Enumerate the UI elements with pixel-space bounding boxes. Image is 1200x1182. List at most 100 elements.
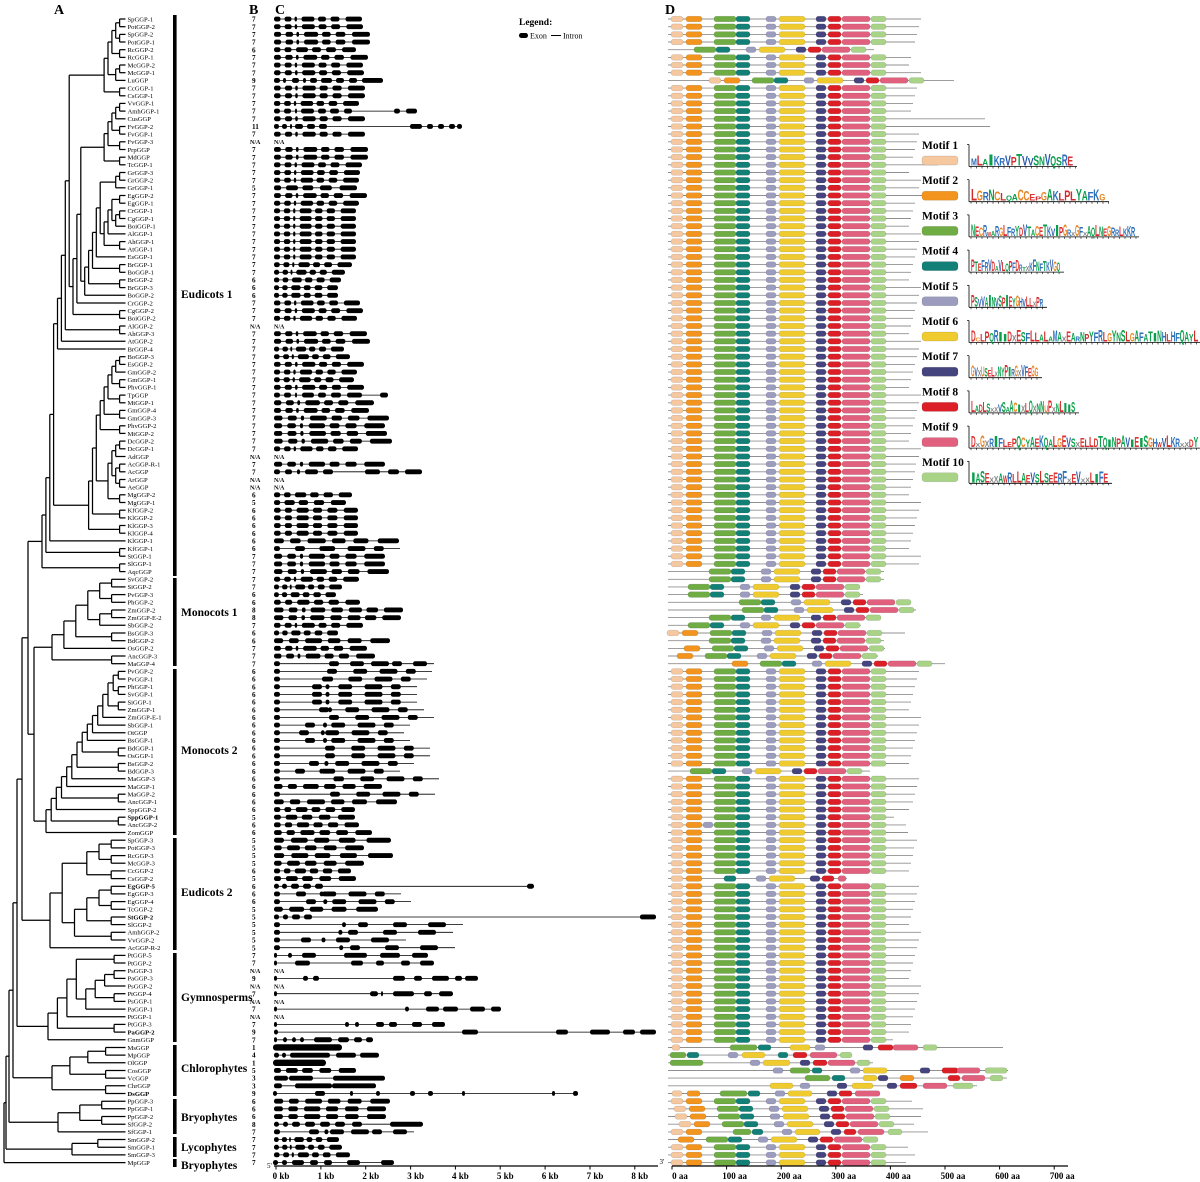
svg-text:T: T xyxy=(1027,224,1032,239)
svg-text:Monocots 1: Monocots 1 xyxy=(181,607,238,619)
svg-text:A: A xyxy=(1031,228,1035,239)
svg-text:SppGGP-1: SppGGP-1 xyxy=(128,815,159,822)
svg-text:6: 6 xyxy=(252,806,256,814)
svg-text:MaGGP-4: MaGGP-4 xyxy=(128,661,156,668)
svg-text:7: 7 xyxy=(252,315,256,323)
svg-text:K: K xyxy=(1053,189,1059,204)
svg-text:P: P xyxy=(1002,294,1006,309)
svg-text:RcGGP-2: RcGGP-2 xyxy=(128,47,154,54)
svg-text:N: N xyxy=(1099,224,1103,239)
svg-text:OsGGP-1: OsGGP-1 xyxy=(128,753,154,760)
svg-text:7: 7 xyxy=(252,369,256,377)
svg-text:Y: Y xyxy=(1015,224,1019,240)
svg-text:D: D xyxy=(992,259,996,275)
svg-text:F: F xyxy=(1040,262,1044,274)
svg-text:ZomGGP: ZomGGP xyxy=(128,830,154,837)
svg-text:1 kb: 1 kb xyxy=(318,1171,335,1181)
svg-text:2 kb: 2 kb xyxy=(362,1171,379,1181)
svg-text:AncGGP-3: AncGGP-3 xyxy=(128,653,158,660)
svg-text:E: E xyxy=(1067,154,1073,169)
svg-text:AqcGGP: AqcGGP xyxy=(128,569,153,576)
svg-text:S: S xyxy=(1056,157,1062,169)
svg-text:N/A: N/A xyxy=(250,969,261,975)
svg-text:A: A xyxy=(976,471,981,485)
svg-text:BrGGP-1: BrGGP-1 xyxy=(128,262,153,269)
svg-text:MaGGP-3: MaGGP-3 xyxy=(128,776,156,783)
svg-text:G: G xyxy=(1016,293,1020,310)
svg-text:L: L xyxy=(1119,224,1123,239)
svg-text:P: P xyxy=(1085,333,1090,345)
svg-text:PsGGP-3: PsGGP-3 xyxy=(128,968,154,975)
svg-text:N/A: N/A xyxy=(274,140,285,146)
svg-text:BrGGP-2: BrGGP-2 xyxy=(128,277,153,284)
svg-text:C: C xyxy=(1023,189,1029,204)
svg-text:AlGGP-2: AlGGP-2 xyxy=(128,323,153,330)
svg-text:S: S xyxy=(1121,327,1126,346)
svg-text:L: L xyxy=(1090,470,1095,486)
svg-text:R: R xyxy=(1111,225,1115,239)
svg-text:PpGGP-1: PpGGP-1 xyxy=(128,1106,154,1113)
svg-text:L: L xyxy=(977,154,983,170)
svg-text:X: X xyxy=(994,405,998,414)
svg-text:7: 7 xyxy=(252,92,256,100)
svg-text:TcGGP-1: TcGGP-1 xyxy=(128,162,153,169)
svg-text:6: 6 xyxy=(252,277,256,285)
svg-text:E: E xyxy=(1035,436,1040,450)
svg-text:N/A: N/A xyxy=(274,969,285,975)
svg-text:X: X xyxy=(990,408,994,414)
svg-text:S: S xyxy=(998,293,1002,310)
svg-text:X: X xyxy=(1075,440,1080,449)
svg-text:7: 7 xyxy=(252,1144,256,1152)
svg-text:Y: Y xyxy=(1189,333,1194,345)
svg-text:L: L xyxy=(1095,223,1099,240)
svg-text:V: V xyxy=(1022,154,1028,169)
svg-text:L: L xyxy=(1085,438,1090,450)
svg-text:X: X xyxy=(1012,334,1017,345)
svg-text:SpGGP-1: SpGGP-1 xyxy=(128,16,154,23)
svg-text:G: G xyxy=(971,364,974,381)
svg-text:C: C xyxy=(1013,400,1017,415)
svg-text:CcGGP-1: CcGGP-1 xyxy=(128,85,154,92)
svg-text:6: 6 xyxy=(252,630,256,638)
svg-text:X: X xyxy=(985,439,990,450)
svg-text:T: T xyxy=(1016,152,1022,170)
svg-text:X: X xyxy=(1033,299,1037,308)
svg-text:Q: Q xyxy=(1029,397,1033,416)
svg-text:6: 6 xyxy=(252,775,256,783)
svg-text:V: V xyxy=(1045,152,1051,170)
svg-text:SvGGP-2: SvGGP-2 xyxy=(128,577,154,584)
svg-text:7: 7 xyxy=(252,16,256,24)
svg-text:E: E xyxy=(1026,473,1031,485)
svg-text:D: D xyxy=(665,3,675,18)
svg-text:S: S xyxy=(1035,471,1040,485)
svg-text:N/A: N/A xyxy=(250,1015,261,1021)
svg-text:C: C xyxy=(976,338,981,344)
svg-text:AmhGGP-1: AmhGGP-1 xyxy=(128,108,160,115)
svg-text:CrGGP-2: CrGGP-2 xyxy=(128,300,153,307)
svg-text:G: G xyxy=(1057,435,1062,450)
svg-text:H: H xyxy=(1019,294,1023,309)
svg-text:X: X xyxy=(978,369,982,380)
svg-text:1: 1 xyxy=(252,1059,256,1067)
svg-text:7: 7 xyxy=(252,438,256,446)
svg-text:PvGGP-3: PvGGP-3 xyxy=(128,592,154,599)
svg-text:9: 9 xyxy=(252,1090,256,1098)
svg-text:P: P xyxy=(1012,436,1017,450)
svg-text:S: S xyxy=(1021,329,1026,345)
svg-text:R: R xyxy=(1067,228,1071,239)
svg-text:P: P xyxy=(1009,259,1013,275)
svg-text:6: 6 xyxy=(252,530,256,538)
svg-text:7: 7 xyxy=(252,307,256,315)
svg-text:ZmGGP-2: ZmGGP-2 xyxy=(128,607,156,614)
svg-text:PtGGP-2: PtGGP-2 xyxy=(128,960,152,967)
svg-text:5 kb: 5 kb xyxy=(497,1171,514,1181)
svg-text:6: 6 xyxy=(252,706,256,714)
svg-text:D: D xyxy=(971,434,976,451)
svg-text:MgGGP-1: MgGGP-1 xyxy=(128,500,156,507)
svg-text:V: V xyxy=(974,365,978,380)
svg-text:PotGGP-1: PotGGP-1 xyxy=(128,39,155,46)
svg-text:MdGGP: MdGGP xyxy=(128,155,151,162)
svg-text:V: V xyxy=(1051,227,1055,239)
svg-text:6: 6 xyxy=(252,714,256,722)
svg-text:CcGGP-2: CcGGP-2 xyxy=(128,868,154,875)
